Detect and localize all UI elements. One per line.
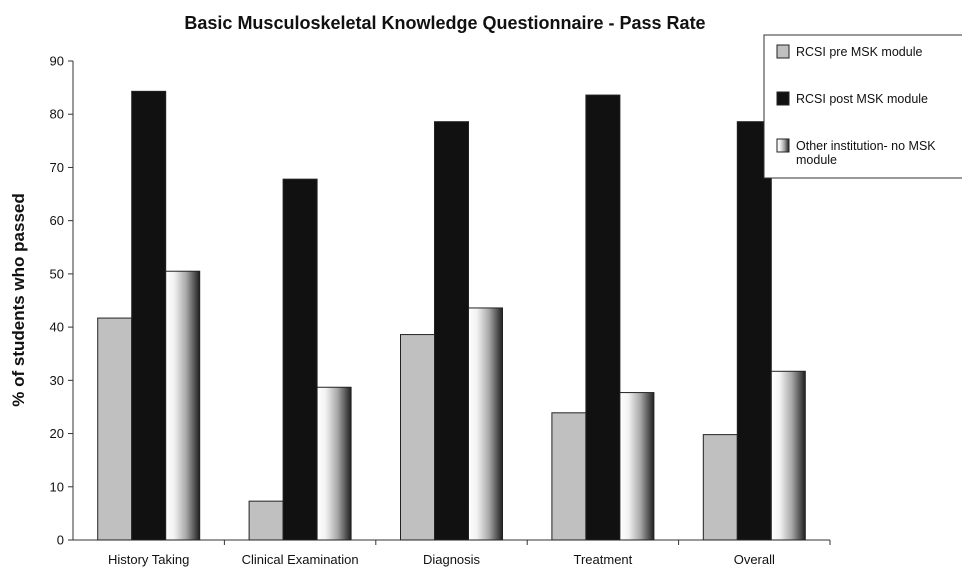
- y-tick-label: 20: [50, 426, 64, 441]
- bar-rcsi-pre-msk-module-history-taking: [97, 317, 133, 541]
- legend-frame: [763, 34, 962, 179]
- y-tick-label: 40: [50, 320, 64, 335]
- y-tick-label: 0: [57, 533, 64, 548]
- y-tick-label: 30: [50, 373, 64, 388]
- legend-label: RCSI pre MSK module: [796, 45, 922, 59]
- plot-area: 0 10 20 30 40 50 60 70 80 90 History Taking Clinica…: [50, 54, 831, 567]
- y-tick-label: 80: [50, 107, 64, 122]
- legend-swatch: [776, 91, 790, 106]
- y-tick-label: 50: [50, 266, 64, 281]
- x-tick-label: Clinical Examination: [242, 552, 359, 567]
- x-tick-label: History Taking: [108, 552, 189, 567]
- bar-rcsi-pre-msk-module-overall: [702, 434, 738, 541]
- bar-rcsi-post-msk-module-overall: [736, 121, 772, 541]
- bar-other-institution-no-msk-module-clinical-examination: [316, 386, 352, 541]
- x-tick-label: Overall: [734, 552, 775, 567]
- x-tick-label: Diagnosis: [423, 552, 481, 567]
- bar-rcsi-pre-msk-module-treatment: [551, 412, 587, 541]
- bar-rcsi-post-msk-module-diagnosis: [434, 121, 469, 541]
- legend: RCSI pre MSK module RCSI post MSK module O…: [763, 34, 962, 179]
- chart-title: Basic Musculoskeletal Knowledge Question…: [184, 13, 705, 33]
- legend-label: RCSI post MSK module: [796, 92, 928, 106]
- bar-other-institution-no-msk-module-treatment: [619, 392, 655, 541]
- bar-rcsi-pre-msk-module-diagnosis: [400, 334, 435, 541]
- bar-rcsi-post-msk-module-clinical-examination: [282, 178, 318, 541]
- y-tick-label: 10: [50, 479, 64, 494]
- bar-other-institution-no-msk-module-history-taking: [165, 270, 201, 541]
- legend-swatch: [776, 44, 790, 59]
- bar-other-institution-no-msk-module-diagnosis: [468, 307, 503, 541]
- legend-label: Other institution- no MSK module: [796, 139, 936, 167]
- bar-rcsi-pre-msk-module-clinical-examination: [248, 500, 284, 541]
- y-tick-label: 90: [50, 54, 64, 69]
- bar-other-institution-no-msk-module-overall: [770, 370, 806, 541]
- bar-rcsi-post-msk-module-history-taking: [131, 90, 167, 541]
- y-tick-label: 60: [50, 213, 64, 228]
- bar-rcsi-post-msk-module-treatment: [585, 94, 621, 541]
- y-tick-label: 70: [50, 160, 64, 175]
- x-tick-label: Treatment: [574, 552, 633, 567]
- legend-swatch: [776, 138, 790, 153]
- y-axis-label: % of students who passed: [9, 193, 28, 406]
